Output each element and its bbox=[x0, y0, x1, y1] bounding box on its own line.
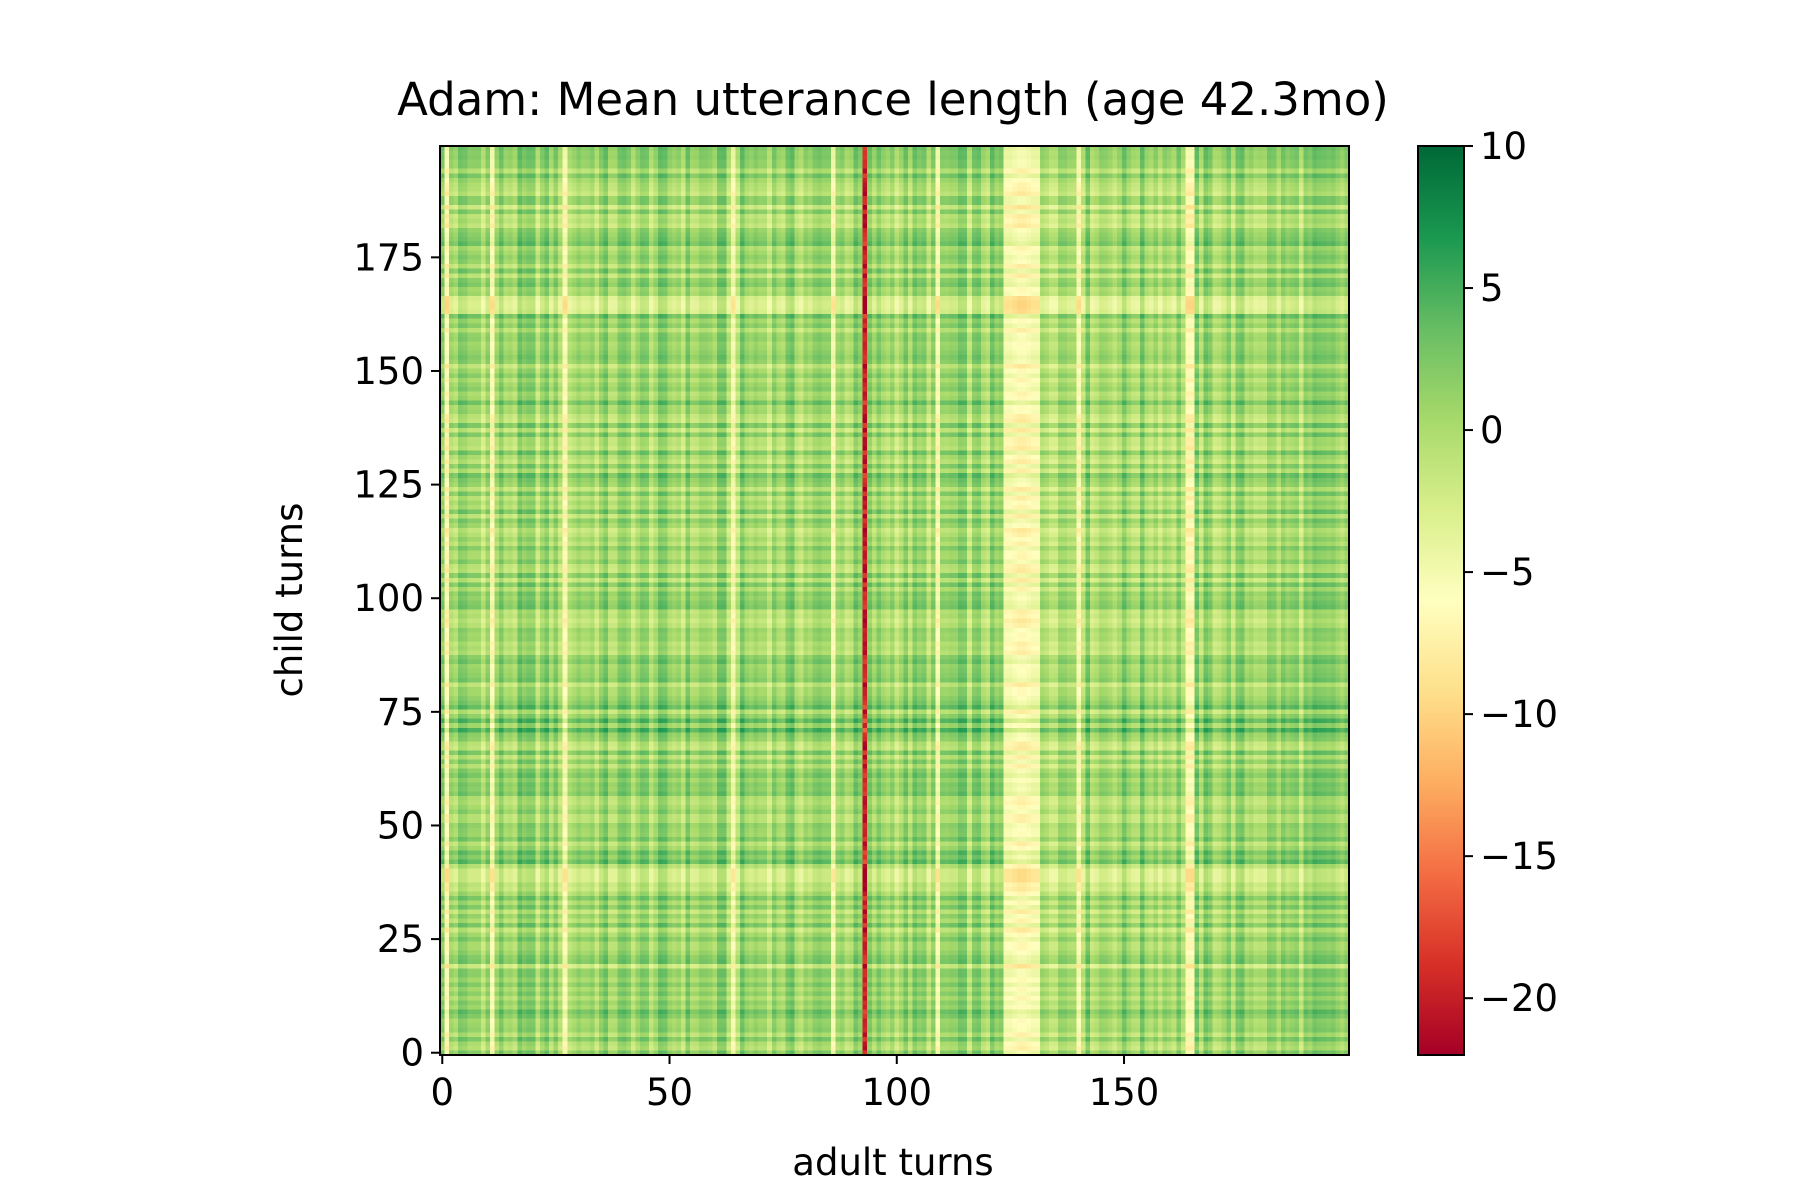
colorbar-tick-label: 0 bbox=[1480, 409, 1504, 452]
y-tick-label: 100 bbox=[353, 577, 424, 620]
colorbar-gradient bbox=[1418, 146, 1464, 1055]
plot-frame bbox=[439, 145, 1350, 1056]
x-tick-label: 150 bbox=[1089, 1071, 1160, 1114]
colorbar: 10 5 0 −5 −10 −15 −20 bbox=[1417, 125, 1558, 1056]
x-tick-label: 50 bbox=[646, 1071, 693, 1114]
y-tick-label: 75 bbox=[377, 691, 424, 734]
colorbar-tick-label: −15 bbox=[1480, 835, 1558, 878]
y-axis: 0 25 50 75 100 125 150 175 bbox=[353, 236, 440, 1075]
colorbar-tick-label: −5 bbox=[1480, 551, 1535, 594]
y-tick-label: 0 bbox=[400, 1032, 424, 1075]
x-tick-label: 0 bbox=[430, 1071, 454, 1114]
colorbar-tick-label: −10 bbox=[1480, 693, 1558, 736]
y-tick-label: 150 bbox=[353, 350, 424, 393]
colorbar-tick-label: 10 bbox=[1480, 125, 1527, 168]
chart-title: Adam: Mean utterance length (age 42.3mo) bbox=[397, 73, 1389, 126]
y-axis-label: child turns bbox=[268, 503, 311, 698]
x-tick-label: 100 bbox=[861, 1071, 932, 1114]
heatmap-area bbox=[439, 145, 1350, 1056]
x-axis: 0 50 100 150 bbox=[430, 1055, 1159, 1114]
colorbar-frame bbox=[1417, 145, 1465, 1056]
y-tick-label: 25 bbox=[377, 918, 424, 961]
y-tick-label: 50 bbox=[377, 804, 424, 847]
x-axis-label: adult turns bbox=[792, 1141, 993, 1184]
heatmap-cells bbox=[440, 146, 1349, 1055]
colorbar-tick-label: −20 bbox=[1480, 977, 1558, 1020]
y-tick-label: 175 bbox=[353, 236, 424, 279]
y-tick-label: 125 bbox=[353, 464, 424, 507]
colorbar-tick-label: 5 bbox=[1480, 267, 1504, 310]
colorbar-axis: 10 5 0 −5 −10 −15 −20 bbox=[1464, 125, 1558, 1020]
